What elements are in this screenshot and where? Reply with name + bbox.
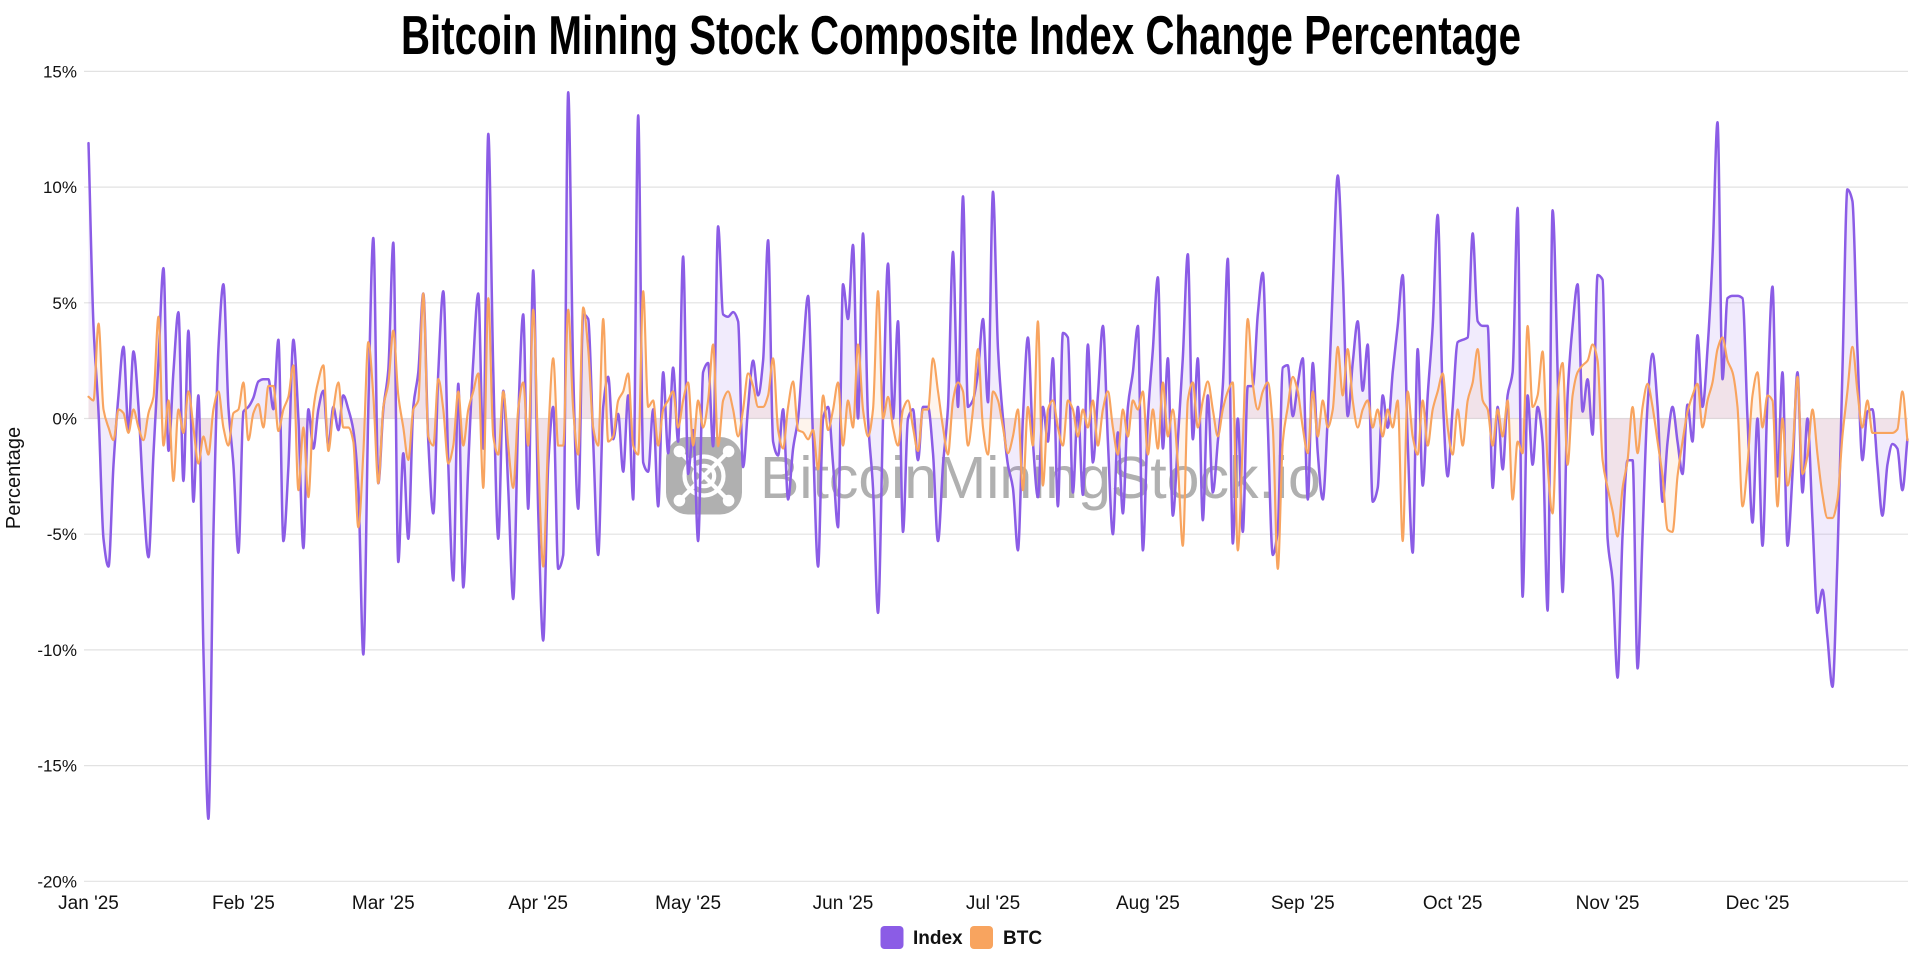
- svg-text:-15%: -15%: [37, 757, 77, 776]
- svg-text:Sep '25: Sep '25: [1271, 893, 1335, 914]
- svg-text:10%: 10%: [43, 178, 77, 197]
- svg-text:Oct '25: Oct '25: [1423, 893, 1483, 914]
- svg-text:15%: 15%: [43, 62, 77, 81]
- svg-text:Nov '25: Nov '25: [1576, 893, 1640, 914]
- svg-text:Jan '25: Jan '25: [58, 893, 119, 914]
- svg-text:5%: 5%: [52, 294, 77, 313]
- svg-text:BTC: BTC: [1003, 928, 1042, 949]
- svg-text:Jun '25: Jun '25: [813, 893, 874, 914]
- svg-text:Aug '25: Aug '25: [1116, 893, 1180, 914]
- svg-text:-20%: -20%: [37, 872, 77, 891]
- svg-text:Apr '25: Apr '25: [508, 893, 568, 914]
- svg-text:Dec '25: Dec '25: [1726, 893, 1790, 914]
- svg-text:May '25: May '25: [655, 893, 721, 914]
- svg-text:Mar '25: Mar '25: [352, 893, 415, 914]
- svg-text:-5%: -5%: [47, 525, 77, 544]
- svg-text:Percentage: Percentage: [3, 427, 25, 529]
- svg-text:0%: 0%: [52, 410, 77, 429]
- svg-text:Index: Index: [913, 928, 963, 949]
- svg-text:-10%: -10%: [37, 641, 77, 660]
- svg-text:Bitcoin Mining Stock Composite: Bitcoin Mining Stock Composite Index Cha…: [401, 4, 1521, 66]
- svg-text:Jul '25: Jul '25: [966, 893, 1020, 914]
- svg-text:Feb '25: Feb '25: [212, 893, 275, 914]
